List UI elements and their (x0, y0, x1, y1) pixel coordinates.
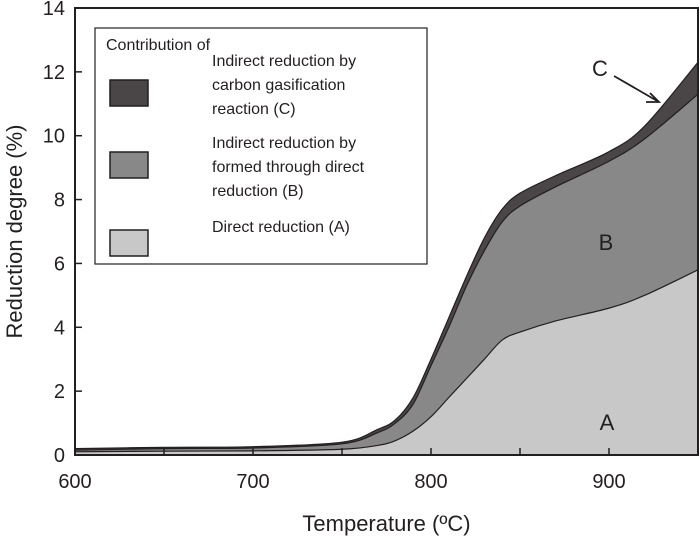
legend-title: Contribution of (106, 37, 211, 54)
x-axis-label: Temperature (ºC) (302, 511, 470, 536)
x-tick-label: 800 (414, 471, 447, 493)
x-tick-label: 700 (236, 471, 269, 493)
annotation-B: B (599, 230, 614, 255)
area-series-A (74, 268, 699, 456)
annotation-C: C (592, 56, 608, 81)
y-tick-label: 10 (43, 126, 65, 148)
legend-swatch-A (109, 229, 149, 257)
legend-box (94, 27, 428, 265)
legend-swatch-B (109, 151, 149, 179)
y-axis-label: Reduction degree (%) (2, 124, 27, 338)
y-tick-label: 4 (54, 317, 65, 339)
y-tick-label: 12 (43, 62, 65, 84)
annotation-A: A (600, 410, 615, 435)
plot-frame (74, 7, 699, 456)
legend-entry-text: Indirect reduction by (212, 135, 356, 152)
y-tick-label: 6 (54, 253, 65, 275)
annotation-arrow (613, 75, 662, 103)
y-tick-label: 0 (54, 445, 65, 467)
y-tick-label: 14 (43, 0, 65, 20)
x-tick-label: 600 (58, 471, 91, 493)
legend-entry-text: Indirect reduction by (212, 53, 356, 70)
legend-entry-text: Direct reduction (A) (212, 219, 350, 236)
y-tick-label: 8 (54, 190, 65, 212)
legend-entry-text: carbon gasification (212, 77, 345, 94)
legend-entry-text: formed through direct (212, 159, 365, 176)
legend-swatch-C (109, 79, 149, 107)
x-tick-label: 900 (592, 471, 625, 493)
legend-entry-text: reduction (B) (212, 183, 304, 200)
y-tick-label: 2 (54, 381, 65, 403)
legend-entry-text: reaction (C) (212, 101, 296, 118)
